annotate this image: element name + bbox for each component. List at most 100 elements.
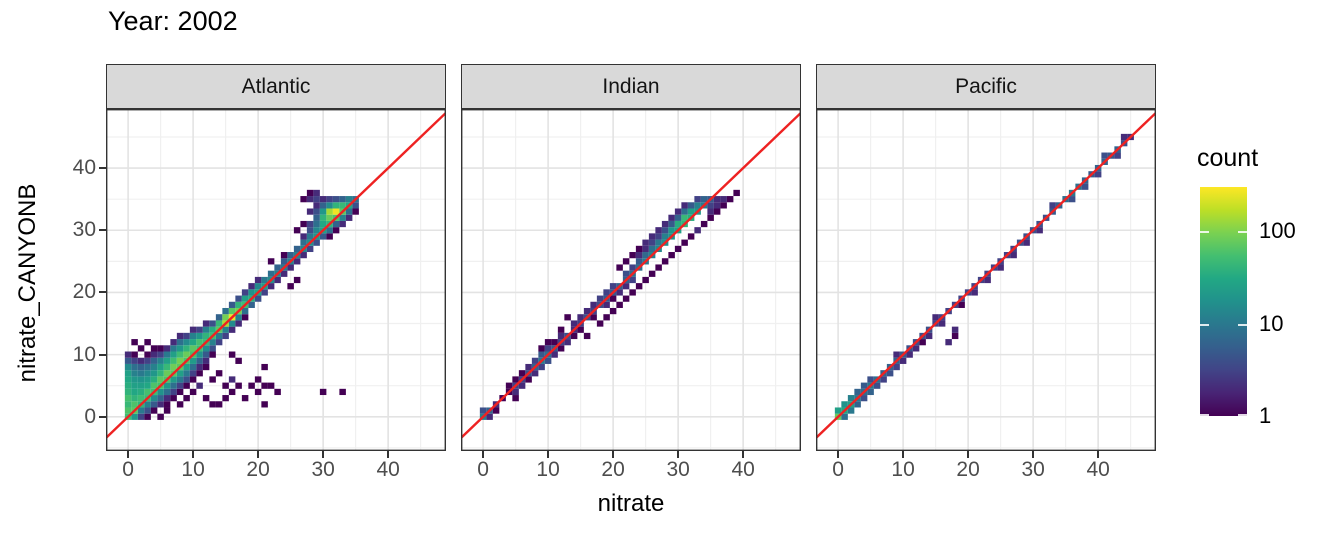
- count-bin: [222, 382, 229, 389]
- count-bin: [209, 401, 216, 408]
- count-bin: [189, 332, 197, 340]
- count-bin: [261, 382, 268, 389]
- count-bin: [551, 339, 558, 346]
- count-bin: [163, 370, 171, 377]
- count-bin: [834, 407, 842, 414]
- count-bin: [280, 270, 288, 277]
- panel-border: [106, 109, 446, 451]
- count-bin: [906, 351, 913, 358]
- count-bin: [557, 326, 565, 333]
- count-bin: [958, 301, 965, 308]
- x-axis-tick-label: 0: [477, 458, 489, 481]
- count-bin: [137, 395, 145, 402]
- count-bin: [274, 264, 281, 271]
- count-bin: [189, 363, 197, 371]
- count-bin: [131, 388, 138, 396]
- count-bin: [163, 351, 171, 358]
- count-bin: [196, 357, 203, 364]
- count-bin: [313, 214, 320, 221]
- count-bin: [564, 314, 571, 321]
- count-bin: [674, 208, 682, 215]
- count-bin: [176, 339, 184, 346]
- count-bin: [1036, 227, 1043, 234]
- count-bin: [170, 395, 177, 402]
- y-axis-tick: [99, 229, 106, 232]
- count-bin: [196, 339, 203, 346]
- count-bin: [202, 345, 210, 352]
- count-bin: [319, 388, 327, 396]
- count-bin: [235, 320, 242, 327]
- x-axis-tick-label: 20: [956, 458, 980, 481]
- count-bin: [319, 214, 327, 221]
- count-bin: [124, 357, 132, 364]
- count-bin: [687, 202, 695, 209]
- count-bin: [616, 301, 623, 308]
- plot-title: Year: 2002: [108, 6, 238, 36]
- legend-tick-mark: [1200, 231, 1209, 234]
- count-bin: [183, 339, 190, 346]
- count-bin: [512, 388, 519, 396]
- count-bin: [124, 395, 132, 402]
- count-bin: [733, 189, 740, 197]
- count-bin: [596, 295, 604, 302]
- count-bin: [176, 370, 184, 377]
- count-bin: [209, 345, 216, 352]
- count-bin: [313, 208, 320, 215]
- count-bin: [183, 345, 190, 352]
- count-bin: [144, 401, 151, 408]
- count-bin: [313, 196, 320, 203]
- count-bin: [932, 314, 939, 321]
- count-bin: [183, 332, 190, 340]
- count-bin: [170, 376, 177, 383]
- count-bin: [326, 208, 333, 215]
- count-bin: [293, 245, 301, 253]
- count-bin: [215, 314, 223, 321]
- count-bin: [544, 345, 552, 352]
- count-bin: [241, 307, 249, 315]
- count-bin: [228, 351, 236, 358]
- count-bin: [183, 370, 190, 377]
- count-bin: [326, 227, 333, 234]
- count-bin: [577, 326, 584, 333]
- count-bin: [209, 339, 216, 346]
- count-bin: [486, 413, 493, 420]
- count-bin: [209, 320, 216, 327]
- count-bin: [583, 332, 591, 340]
- count-bin: [945, 339, 952, 346]
- count-bin: [157, 376, 164, 383]
- count-bin: [202, 326, 210, 333]
- count-bin: [629, 264, 636, 271]
- count-bin: [306, 220, 314, 228]
- count-bin: [720, 196, 727, 203]
- count-bin: [222, 314, 229, 321]
- count-bin: [531, 370, 539, 377]
- count-bin: [648, 245, 656, 253]
- count-bin: [847, 395, 855, 402]
- count-bin: [525, 376, 532, 383]
- count-bin: [603, 301, 610, 308]
- count-bin: [189, 357, 197, 364]
- count-bin: [254, 283, 262, 290]
- count-bin: [596, 320, 604, 327]
- count-bin: [235, 301, 242, 308]
- count-bin: [144, 357, 151, 364]
- count-bin: [176, 345, 184, 352]
- legend-tick-mark: [1200, 413, 1209, 416]
- x-axis-tick: [127, 451, 130, 458]
- count-bin: [300, 252, 307, 259]
- count-bin: [622, 258, 630, 265]
- x-axis-tick: [387, 451, 390, 458]
- count-bin: [267, 258, 275, 265]
- count-bin: [228, 326, 236, 333]
- count-bin: [319, 202, 327, 209]
- legend-tick-mark: [1238, 231, 1247, 234]
- count-bin: [570, 332, 578, 340]
- count-bin: [235, 314, 242, 321]
- count-bin: [1114, 152, 1121, 159]
- count-bin: [661, 227, 669, 234]
- count-bin: [202, 363, 210, 371]
- x-axis-tick-label: 40: [376, 458, 400, 481]
- count-bin: [938, 320, 946, 327]
- count-bin: [163, 388, 171, 396]
- count-bin: [306, 189, 314, 197]
